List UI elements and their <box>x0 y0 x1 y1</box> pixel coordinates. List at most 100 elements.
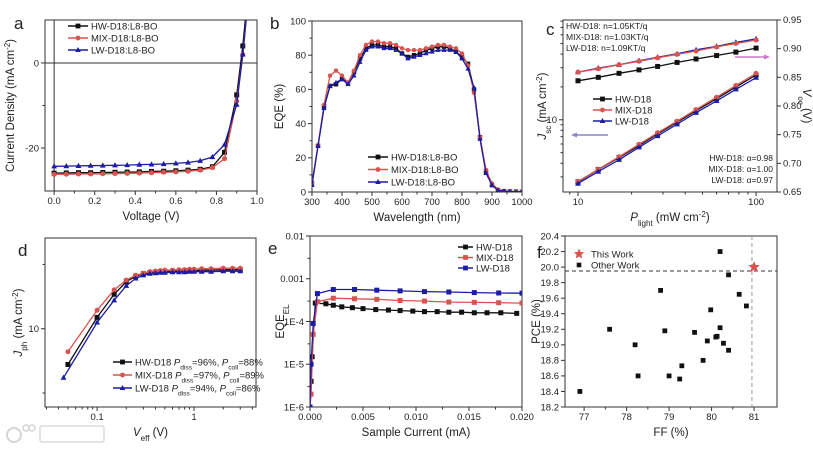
data-point <box>169 269 176 275</box>
panel-letter: a <box>14 14 24 33</box>
x-tick-label: 80 <box>706 412 717 423</box>
data-point <box>381 41 387 46</box>
plot-area <box>45 20 257 191</box>
legend-marker <box>375 179 381 184</box>
x-tick-label: 0.020 <box>510 412 534 423</box>
y-tick-label: 19.4 <box>541 309 560 320</box>
legend-label: MIX-D18:L8-BO <box>91 33 159 44</box>
data-point <box>397 308 403 314</box>
data-point <box>616 156 622 162</box>
data-point <box>112 171 118 177</box>
legend-item: MIX-D18 Pdiss=97%, Pcoll=89% <box>113 370 265 384</box>
data-point <box>575 78 581 84</box>
data-point <box>508 188 512 192</box>
data-point <box>149 170 155 176</box>
ideality-annotation: MIX-D18: n=1.03KT/q <box>566 32 649 42</box>
data-point <box>453 48 459 54</box>
data-point <box>94 319 101 325</box>
other-work-point <box>714 333 720 339</box>
legend-label: MIX-D18 Pdiss=97%, Pcoll=89% <box>135 370 265 384</box>
legend-label: HW-D18 <box>615 94 651 105</box>
x-tick-label: 1000 <box>511 197 532 208</box>
legend-label-part: P <box>174 357 181 368</box>
data-point <box>595 168 602 174</box>
data-point <box>330 287 336 293</box>
x-tick-label: 0.8 <box>210 196 223 207</box>
data-point <box>339 73 345 78</box>
data-point <box>435 47 441 52</box>
data-point <box>60 374 67 380</box>
y-tick-label: 20.2 <box>541 247 560 258</box>
legend-label-part: diss <box>180 364 192 371</box>
data-point <box>655 63 661 69</box>
legend-label: HW-D18:L8-BO <box>91 21 157 32</box>
data-point <box>374 296 380 302</box>
data-point <box>237 268 244 274</box>
data-point <box>477 136 483 141</box>
data-point <box>423 46 429 51</box>
legend-label-part: =88% <box>238 357 263 368</box>
data-point <box>417 52 423 57</box>
y-axis-label: Current Density (mA cm-2) <box>3 39 18 172</box>
data-point <box>471 299 477 305</box>
y-tick-label: 10 <box>28 324 39 335</box>
data-point <box>333 79 339 85</box>
legend-marker <box>120 359 125 365</box>
x-tick-label: 78 <box>621 412 632 423</box>
y-tick-label: 18.6 <box>541 371 560 382</box>
x-tick-label: 900 <box>484 197 500 208</box>
legend-marker <box>600 107 605 113</box>
series-line <box>577 77 757 185</box>
data-point <box>753 74 760 80</box>
legend-item: MIX-D18 <box>458 253 513 264</box>
y-tick-label: 40 <box>295 119 306 130</box>
data-point <box>514 310 520 316</box>
data-point <box>333 68 339 73</box>
series-line <box>577 39 757 73</box>
arrow-head <box>571 132 577 138</box>
plot-area <box>310 287 522 407</box>
data-point <box>327 73 333 78</box>
data-point <box>387 45 393 51</box>
data-point <box>209 165 215 171</box>
legend-item: MIX-D18:L8-BO <box>68 33 159 44</box>
data-point <box>714 94 720 100</box>
legend-marker <box>375 167 381 172</box>
y-axis-label-part: ) <box>13 288 25 292</box>
legend-label-part: P <box>222 357 229 368</box>
y2-tick-label: 0.95 <box>783 15 802 26</box>
y-tick-label: 1E-5 <box>284 360 304 371</box>
other-work-point <box>577 389 583 394</box>
data-point <box>399 50 405 56</box>
data-point <box>327 83 333 88</box>
data-point <box>381 45 387 51</box>
data-point <box>312 182 315 187</box>
y-tick-label: 100 <box>290 16 306 27</box>
other-work-point <box>658 288 663 293</box>
data-point <box>136 161 143 167</box>
x-tick-label: 1 <box>191 412 196 423</box>
legend-label: LW-D18:L8-BO <box>391 177 455 188</box>
x-axis-label-part: P <box>630 212 638 224</box>
panel-letter: d <box>18 241 27 260</box>
data-point <box>393 47 399 52</box>
data-point <box>111 297 118 303</box>
data-point <box>310 320 316 326</box>
x-tick-label: 700 <box>424 197 440 208</box>
panel-f: f 77 78 79 80 81 18.2 18.4 18.6 18.8 19.0 19.2 19.4 1… <box>531 231 778 439</box>
legend-marker <box>463 255 468 260</box>
legend-item: HW-D18 <box>458 242 512 253</box>
legend-marker <box>600 96 605 102</box>
y-tick-label: 18.4 <box>541 387 560 398</box>
series-lw <box>60 268 244 380</box>
legend-label: HW-D18:L8-BO <box>391 152 457 163</box>
legend-label-part: coll <box>226 390 236 397</box>
legend-marker <box>75 35 81 41</box>
legend-label-part: =94%, <box>190 383 220 394</box>
y2-axis-label: Voc (V) <box>797 89 813 124</box>
data-point <box>314 299 320 305</box>
data-point <box>330 302 336 308</box>
plot-area <box>312 39 522 192</box>
arrow-right-icon <box>735 54 770 60</box>
data-point <box>417 47 423 53</box>
